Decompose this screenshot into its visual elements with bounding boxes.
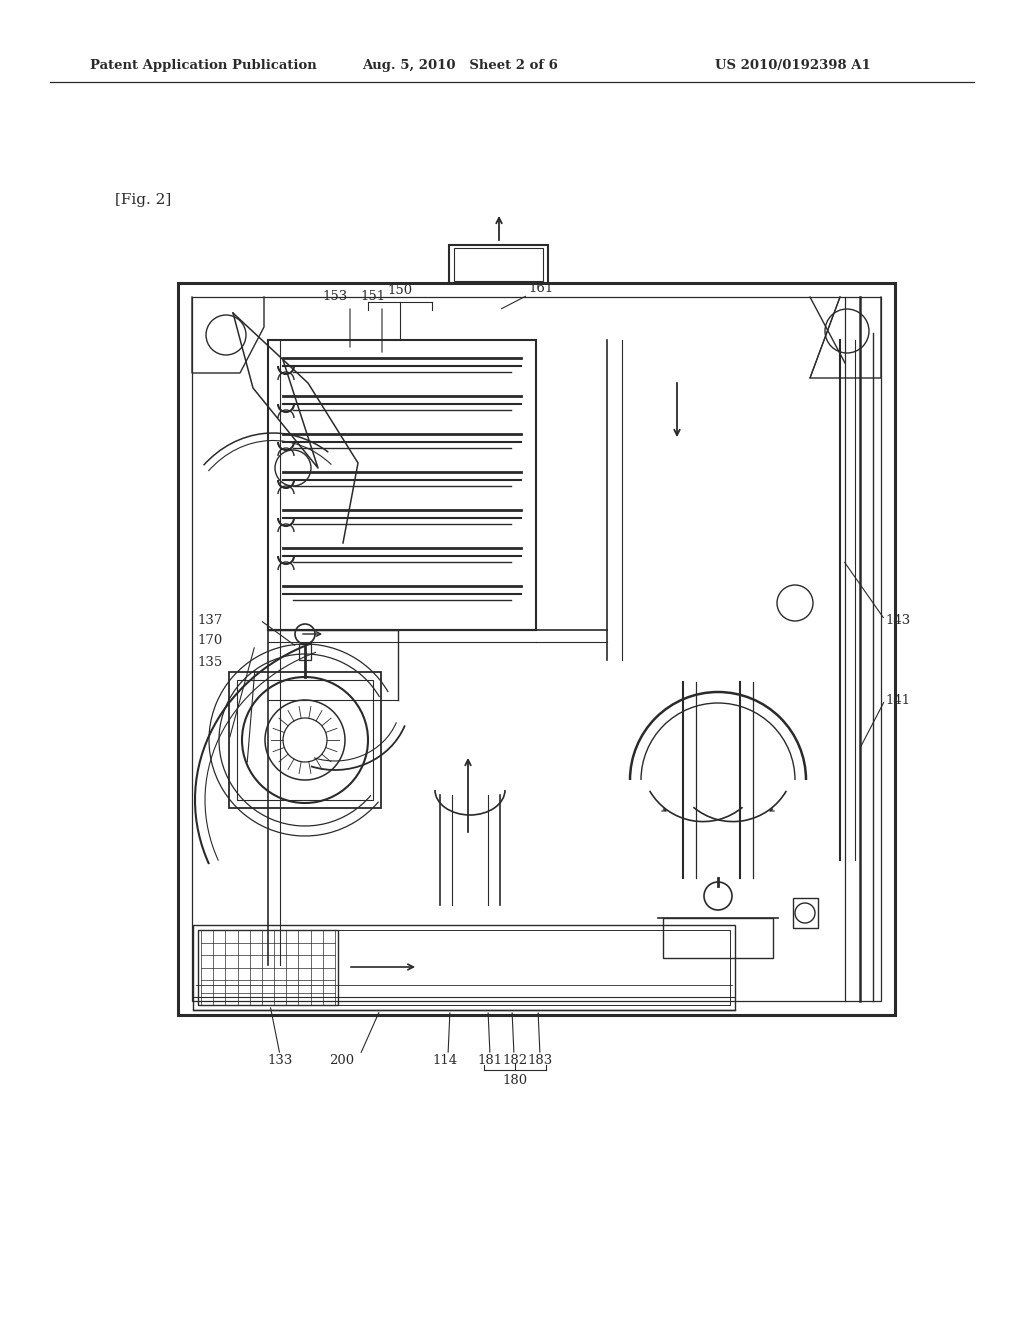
Text: 137: 137 [198, 614, 222, 627]
Text: Aug. 5, 2010   Sheet 2 of 6: Aug. 5, 2010 Sheet 2 of 6 [362, 58, 558, 71]
Text: 180: 180 [503, 1073, 527, 1086]
Text: 200: 200 [330, 1053, 354, 1067]
Bar [454, 248, 543, 281]
Bar [268, 341, 536, 630]
Text: 182: 182 [503, 1053, 527, 1067]
Text: 133: 133 [267, 1053, 293, 1067]
Bar [193, 925, 735, 1010]
Bar [449, 246, 548, 282]
Bar [229, 672, 381, 808]
Bar [178, 282, 895, 1015]
Text: 114: 114 [432, 1053, 458, 1067]
Bar [237, 680, 373, 800]
Text: 143: 143 [885, 614, 910, 627]
Text: 161: 161 [528, 281, 553, 294]
Bar [299, 644, 311, 660]
Text: 141: 141 [885, 693, 910, 706]
Bar [193, 297, 881, 1001]
Text: 181: 181 [477, 1053, 503, 1067]
Text: 150: 150 [387, 284, 413, 297]
Text: 153: 153 [323, 289, 347, 302]
Bar [198, 931, 730, 1005]
Bar [663, 917, 773, 958]
Text: 183: 183 [527, 1053, 553, 1067]
Text: Patent Application Publication: Patent Application Publication [90, 58, 316, 71]
Bar [793, 898, 818, 928]
Text: 151: 151 [360, 289, 386, 302]
Text: 170: 170 [198, 634, 222, 647]
Text: US 2010/0192398 A1: US 2010/0192398 A1 [715, 58, 870, 71]
Bar [198, 931, 338, 1005]
Text: [Fig. 2]: [Fig. 2] [115, 193, 171, 207]
Text: 135: 135 [198, 656, 222, 669]
